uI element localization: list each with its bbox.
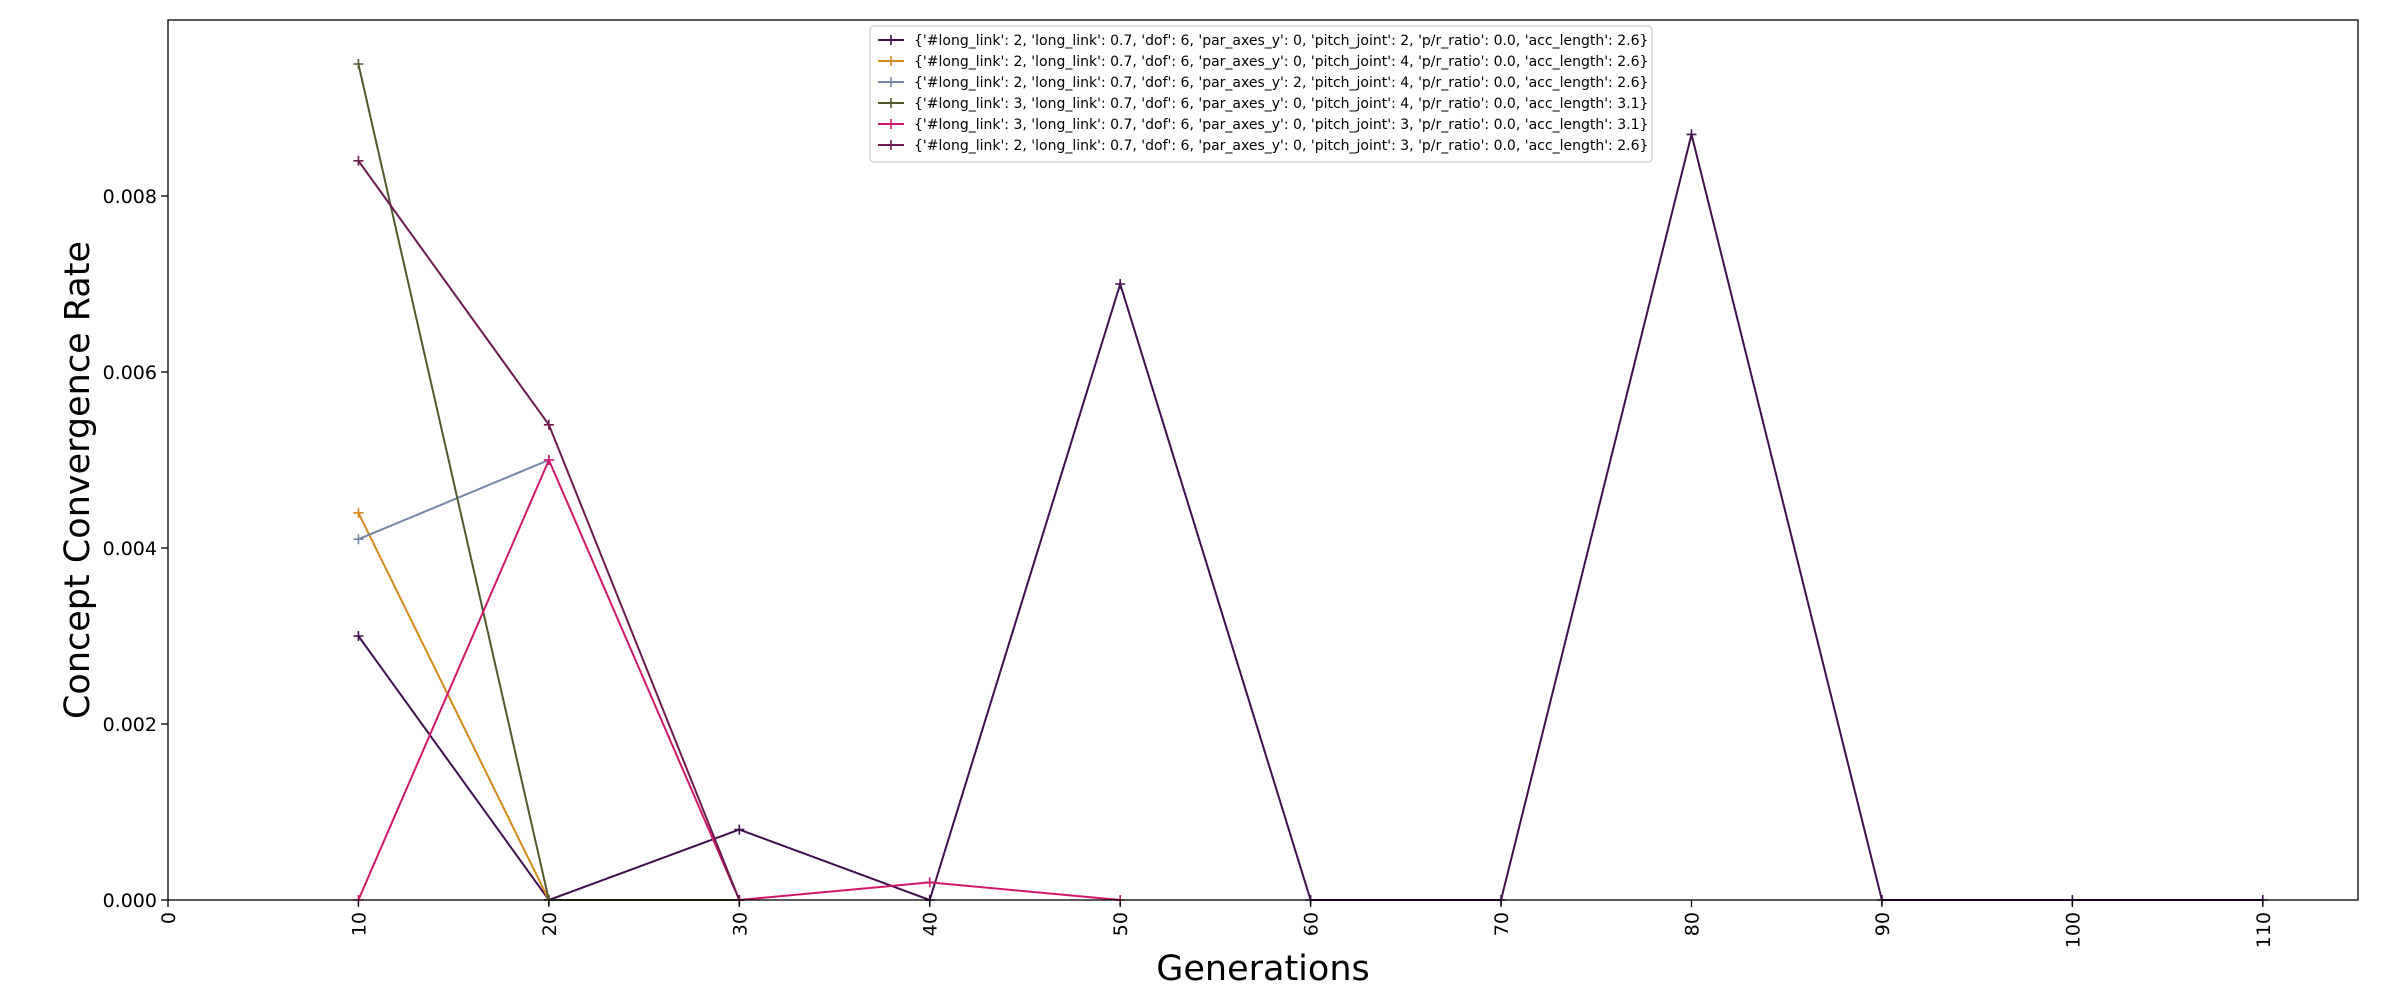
data-point [353, 534, 364, 545]
y-axis-title: Concept Convergence Rate [58, 241, 98, 719]
legend-item: {'#long_link': 2, 'long_link': 0.7, 'dof… [878, 33, 1648, 49]
legend-marker [886, 35, 896, 45]
legend-label: {'#long_link': 2, 'long_link': 0.7, 'dof… [914, 33, 1648, 49]
legend: {'#long_link': 2, 'long_link': 0.7, 'dof… [869, 25, 1653, 163]
x-tick-label: 70 [1491, 912, 1513, 936]
legend-marker [886, 56, 896, 66]
plot-frame [167, 19, 2359, 901]
series-line [357, 512, 550, 901]
x-tick-label: 20 [539, 912, 561, 936]
x-tick-label: 0 [158, 912, 180, 924]
x-tick-label: 10 [348, 912, 370, 936]
legend-marker [886, 119, 896, 129]
y-tick-label: 0.006 [103, 362, 157, 384]
x-axis-title: Generations [1156, 949, 1370, 989]
legend-marker [886, 77, 896, 87]
legend-item: {'#long_link': 2, 'long_link': 0.7, 'dof… [878, 138, 1648, 154]
legend-item: {'#long_link': 3, 'long_link': 0.7, 'dof… [878, 117, 1648, 133]
legend-marker [886, 98, 896, 108]
legend-label: {'#long_link': 3, 'long_link': 0.7, 'dof… [914, 96, 1648, 112]
data-point [924, 877, 935, 888]
legend-label: {'#long_link': 3, 'long_link': 0.7, 'dof… [914, 117, 1648, 133]
y-tick-label: 0.002 [103, 714, 157, 736]
y-tick-label: 0.004 [103, 538, 157, 560]
x-tick-label: 80 [1681, 912, 1703, 936]
legend-label: {'#long_link': 2, 'long_link': 0.7, 'dof… [914, 138, 1648, 154]
x-tick-label: 30 [729, 912, 751, 936]
series-line [358, 459, 550, 541]
data-point [353, 507, 364, 518]
x-tick-label: 60 [1301, 912, 1323, 936]
legend-label: {'#long_link': 2, 'long_link': 0.7, 'dof… [914, 75, 1648, 91]
x-tick-label: 50 [1110, 912, 1132, 936]
data-point [1686, 129, 1697, 140]
legend-item: {'#long_link': 2, 'long_link': 0.7, 'dof… [878, 54, 1648, 70]
data-point [734, 824, 745, 835]
legend-marker [886, 140, 896, 150]
x-tick-label: 40 [920, 912, 942, 936]
legend-label: {'#long_link': 2, 'long_link': 0.7, 'dof… [914, 54, 1648, 70]
y-axis: 0.000 0.002 0.004 0.006 0.008 [103, 186, 168, 912]
data-point [543, 455, 554, 465]
legend-item: {'#long_link': 2, 'long_link': 0.7, 'dof… [878, 75, 1648, 91]
x-tick-label: 110 [2253, 912, 2275, 948]
x-tick-label: 100 [2062, 912, 2084, 948]
legend-item: {'#long_link': 3, 'long_link': 0.7, 'dof… [878, 96, 1648, 112]
x-axis: 0 10 20 30 40 50 60 70 80 90 100 110 [158, 900, 2275, 948]
y-tick-label: 0.000 [103, 890, 157, 912]
y-tick-label: 0.008 [103, 186, 157, 208]
x-tick-label: 90 [1872, 912, 1894, 936]
data-point [353, 155, 364, 166]
data-point [543, 419, 554, 430]
data-point [1115, 279, 1126, 289]
data-point [353, 59, 364, 69]
legend-box [869, 25, 1653, 163]
data-point [353, 631, 364, 641]
